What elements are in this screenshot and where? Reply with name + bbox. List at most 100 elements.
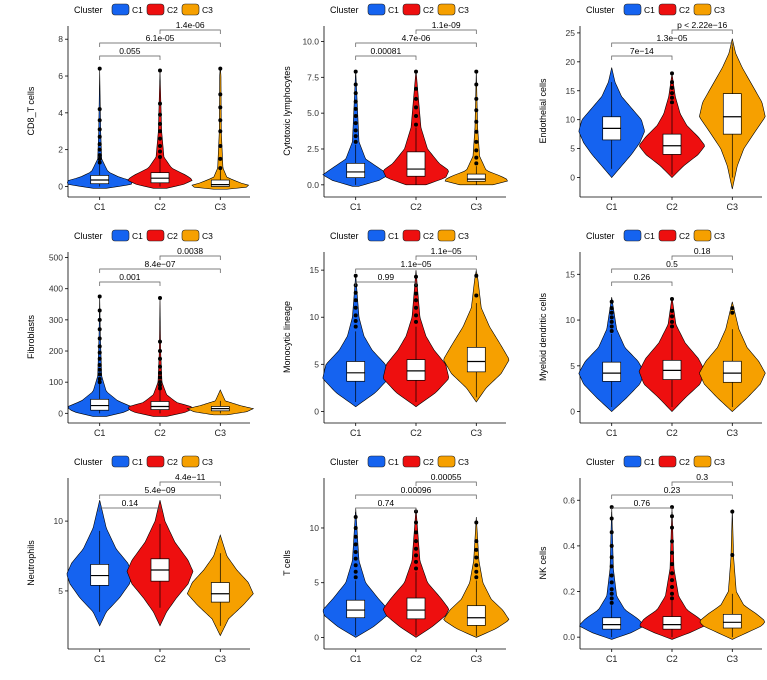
legend-title: Cluster <box>74 5 103 15</box>
comparison-pvalue: 4.4e−11 <box>175 472 206 482</box>
y-tick-label: 100 <box>49 377 63 387</box>
y-tick-label: 20 <box>566 57 576 67</box>
comparison-pvalue: 6.1e-05 <box>146 33 175 43</box>
legend-key-c2 <box>658 229 677 242</box>
x-tick-label-c3: C3 <box>471 428 483 438</box>
comparison-pvalue: 1.4e-06 <box>176 20 205 30</box>
outlier-point-c3 <box>474 293 479 298</box>
x-tick-label-c1: C1 <box>350 202 362 212</box>
y-axis-title: Fibroblasts <box>26 314 36 359</box>
legend-key-c3 <box>437 229 456 242</box>
outlier-point-c2 <box>414 291 418 296</box>
outlier-point-c1 <box>609 587 614 592</box>
outlier-point-c3 <box>474 82 479 87</box>
legend-label-c1: C1 <box>388 5 399 15</box>
outlier-point-c1 <box>609 516 614 521</box>
outlier-point-c1 <box>353 313 358 318</box>
outlier-point-c2 <box>158 356 162 361</box>
outlier-point-c2 <box>670 550 674 555</box>
legend-title: Cluster <box>586 231 615 241</box>
comparison-bracket <box>99 42 221 47</box>
x-tick-label-c1: C1 <box>606 428 618 438</box>
panel-2: Cluster C1 C2 C3 0.0 2.5 5.0 7.5 10.0 Cytotoxic l… <box>282 3 508 212</box>
x-tick-label-c2: C2 <box>410 202 422 212</box>
box-c1 <box>346 599 366 619</box>
outlier-point-c2 <box>158 143 162 148</box>
outlier-point-c1 <box>609 600 614 605</box>
outlier-point-c2 <box>670 91 674 96</box>
outlier-point-c1 <box>609 530 614 535</box>
outlier-point-c2 <box>158 364 162 369</box>
outlier-point-c1 <box>97 363 102 368</box>
legend-key-c3 <box>181 3 200 16</box>
panel-4: Cluster C1 C2 C3 0 100 200 300 400 500 Fibroblasts… <box>26 229 255 438</box>
comparison-bracket <box>415 255 477 260</box>
legend-key-c2 <box>146 229 165 242</box>
comparison-bracket <box>611 281 673 286</box>
legend-label-c3: C3 <box>714 457 725 467</box>
legend-key-c2 <box>658 455 677 468</box>
legend-key-c3 <box>181 229 200 242</box>
box-c3 <box>210 179 230 187</box>
y-tick-label: 10 <box>310 312 320 322</box>
box-c3 <box>466 605 486 626</box>
comparison-pvalue: 0.3 <box>696 472 708 482</box>
outlier-point-c3 <box>474 119 479 124</box>
comparison-pvalue: 0.0038 <box>177 246 203 256</box>
outlier-point-c3 <box>474 96 479 101</box>
legend-key-c2 <box>146 3 165 16</box>
box-c3 <box>210 582 230 603</box>
box-c2 <box>662 616 682 630</box>
outlier-point-c2 <box>670 308 674 313</box>
x-tick-label-c2: C2 <box>666 202 678 212</box>
outlier-point-c2 <box>414 274 418 279</box>
comparison-bracket <box>355 268 477 273</box>
x-tick-label-c3: C3 <box>727 202 739 212</box>
comparison-pvalue: 5.4e−09 <box>145 485 176 495</box>
box-c1 <box>602 617 622 630</box>
outlier-point-c1 <box>609 580 614 585</box>
legend-label-c1: C1 <box>132 5 143 15</box>
outlier-point-c2 <box>158 375 162 380</box>
box-c1 <box>602 361 622 382</box>
y-tick-label: 0 <box>314 632 319 642</box>
outlier-point-c3 <box>474 69 479 74</box>
outlier-point-c1 <box>609 319 614 324</box>
outlier-point-c3 <box>474 148 479 153</box>
outlier-point-c3 <box>474 155 479 160</box>
outlier-point-c2 <box>414 530 418 535</box>
legend-title: Cluster <box>74 231 103 241</box>
outlier-point-c1 <box>609 543 614 548</box>
x-tick-label-c1: C1 <box>606 654 618 664</box>
y-tick-label: 10 <box>54 516 64 526</box>
outlier-point-c2 <box>158 149 162 154</box>
legend-label-c2: C2 <box>423 457 434 467</box>
outlier-point-c2 <box>158 349 162 354</box>
outlier-point-c1 <box>97 160 102 165</box>
y-tick-label: 10 <box>310 523 320 533</box>
comparison-bracket <box>415 481 477 486</box>
legend-label-c1: C1 <box>644 5 655 15</box>
outlier-point-c2 <box>670 591 674 596</box>
outlier-point-c3 <box>474 555 479 560</box>
legend: Cluster C1 C2 C3 <box>586 229 725 242</box>
outlier-point-c1 <box>97 153 102 158</box>
comparison-bracket <box>99 494 221 499</box>
comparison-bracket <box>671 481 733 486</box>
outlier-point-c3 <box>474 539 479 544</box>
outlier-point-c1 <box>353 305 358 310</box>
outlier-point-c3 <box>730 306 735 311</box>
y-tick-label: 10.0 <box>302 36 319 46</box>
x-tick-label-c1: C1 <box>350 428 362 438</box>
comparison-bracket <box>671 255 733 260</box>
comparison-pvalue: 0.001 <box>119 272 141 282</box>
box-c1 <box>346 162 366 179</box>
panel-9: Cluster C1 C2 C3 0.0 0.2 0.4 0.6 NK cells C1 C2 C3 0… <box>538 455 765 664</box>
y-tick-label: 0 <box>570 173 575 183</box>
comparison-pvalue: 0.00055 <box>431 472 462 482</box>
y-tick-label: 300 <box>49 315 63 325</box>
legend-key-c2 <box>402 455 421 468</box>
outlier-point-c2 <box>414 546 418 551</box>
